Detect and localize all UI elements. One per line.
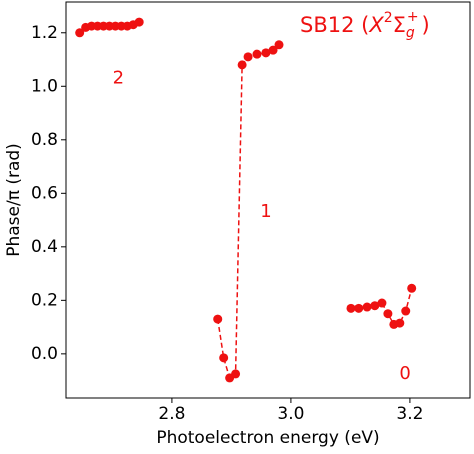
y-tick-label: 0.6 — [31, 183, 58, 203]
data-point — [274, 40, 284, 50]
series-label-part: ) — [422, 13, 430, 37]
y-tick-label: 0.2 — [31, 290, 58, 310]
y-tick-label: 1.0 — [31, 76, 58, 96]
data-point — [213, 314, 223, 324]
data-point — [252, 49, 262, 59]
data-point — [261, 48, 271, 58]
series-label: SB12 (X2Σg+) — [300, 9, 430, 41]
data-point — [231, 369, 241, 379]
y-tick-label: 0.0 — [31, 344, 58, 364]
x-tick-label: 3.2 — [396, 404, 423, 424]
y-tick-label: 0.4 — [31, 237, 58, 257]
data-point — [75, 28, 85, 38]
annotation: 1 — [260, 201, 271, 222]
data-point — [346, 303, 356, 313]
data-point — [354, 303, 364, 313]
y-tick-label: 0.8 — [31, 130, 58, 150]
data-point — [370, 301, 380, 311]
data-point — [401, 306, 411, 316]
data-point — [395, 318, 405, 328]
annotation: 2 — [113, 67, 124, 88]
annotation: 0 — [399, 363, 410, 384]
data-point — [407, 283, 417, 293]
data-point — [243, 52, 253, 62]
x-axis-label: Photoelectron energy (eV) — [156, 428, 379, 448]
data-point — [362, 302, 372, 312]
data-point — [219, 353, 229, 363]
data-point — [268, 45, 278, 55]
series-label-part: SB12 ( — [300, 13, 369, 37]
data-point — [237, 60, 247, 70]
x-tick-label: 3.0 — [277, 404, 304, 424]
series-label-part: + — [407, 9, 419, 25]
data-point — [383, 309, 393, 319]
series-label-part: 2 — [384, 10, 393, 26]
y-tick-label: 1.2 — [31, 23, 58, 43]
series-label-part: Σ — [393, 13, 406, 37]
data-point — [377, 298, 387, 308]
y-axis-label: Phase/π (rad) — [4, 143, 24, 257]
data-point — [134, 17, 144, 27]
series-line — [79, 21, 413, 380]
plot-frame — [65, 1, 471, 399]
x-tick-label: 2.8 — [158, 404, 185, 424]
series-label-part: X — [368, 13, 384, 37]
series-label-part: g — [406, 25, 415, 41]
